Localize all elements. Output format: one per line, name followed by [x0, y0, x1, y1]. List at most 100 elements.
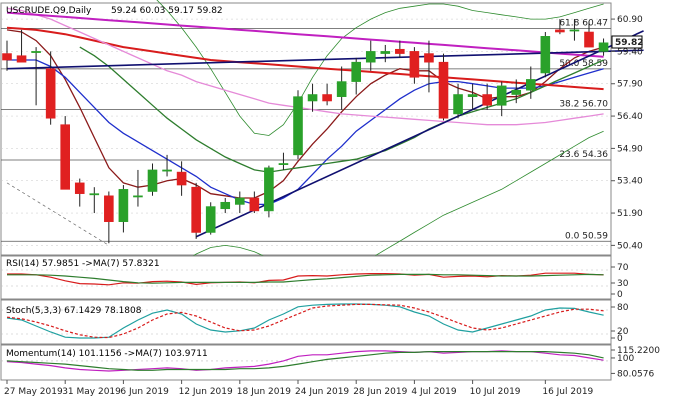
bearish-candle-body — [74, 182, 85, 194]
bearish-candle-body — [249, 197, 260, 212]
fib-level-label: 61.8 60.47 — [559, 18, 608, 28]
bullish-candle-body — [133, 195, 143, 198]
fib-level-label: 0.0 50.59 — [565, 231, 608, 241]
bullish-candle-body — [205, 206, 216, 233]
bullish-candle-body — [235, 197, 245, 205]
last-price-marker: 59.82 — [611, 35, 643, 49]
indicator-tick-label: 80 — [617, 303, 629, 313]
indicator-tick-label: 0 — [617, 334, 623, 344]
rsi-pane-frame — [0, 255, 612, 300]
price-axis: 60.90 59.40 57.90 56.40 54.90 53.40 51.90 50.40 — [611, 15, 643, 251]
momentum-pane: Momentum(14) 101.1156 ->MA(7) 103.9711 — [0, 344, 612, 381]
date-axis: 27 May 2019 31 May 2019 6 Jun 2019 12 Jun 2… — [4, 380, 594, 397]
candles — [2, 19, 609, 244]
indicator-tick-label: 70 — [617, 263, 629, 273]
bearish-candle-body — [409, 51, 420, 78]
indicator-tick-label: 80.0576 — [617, 369, 654, 379]
bullish-candle-body — [220, 201, 231, 210]
bullish-candle-body — [453, 94, 463, 115]
bullish-candle-body — [365, 51, 376, 63]
date-tick-label: 18 Jun 2019 — [237, 387, 291, 397]
dashed-guide-line — [6, 182, 110, 246]
stoch-lines — [1, 303, 611, 339]
date-tick-label: 6 Jun 2019 — [120, 387, 169, 397]
indicator-tick-label: 100 — [617, 354, 634, 364]
bullish-candle-body — [31, 51, 41, 53]
bearish-candle-body — [482, 94, 492, 106]
fibonacci-levels: 61.8 60.47 50.0 58.59 38.2 56.70 23.6 54.36… — [1, 18, 611, 242]
date-tick-label: 27 May 2019 — [4, 387, 63, 397]
date-tick-label: 16 Jul 2019 — [542, 387, 593, 397]
indicator-line — [6, 351, 604, 371]
date-tick-label: 10 Jul 2019 — [470, 387, 521, 397]
indicator-line — [6, 303, 604, 339]
trend-line — [6, 49, 644, 70]
momentum-title: Momentum(14) 101.1156 ->MA(7) 103.9711 — [6, 349, 208, 359]
stoch-axis: 80 200 — [611, 303, 629, 344]
main-pane: 61.8 60.47 50.0 58.59 38.2 56.70 23.6 54.36… — [0, 0, 644, 281]
bearish-candle-body — [322, 94, 332, 102]
rsi-title: RSI(14) 57.9851 ->MA(7) 57.8321 — [6, 259, 160, 269]
bearish-candle-body — [191, 186, 201, 233]
bearish-candle-body — [555, 29, 565, 33]
bearish-candle-body — [45, 68, 56, 119]
bullish-candle-body — [540, 36, 551, 74]
bullish-candle-body — [351, 61, 362, 82]
price-tick-label: 51.90 — [617, 209, 643, 219]
date-tick-label: 4 Jul 2019 — [411, 387, 456, 397]
price-tick-label: 56.40 — [617, 112, 643, 122]
bullish-candle-body — [336, 81, 347, 97]
indicator-tick-label: 20 — [617, 327, 629, 337]
bearish-candle-body — [584, 31, 594, 48]
price-tick-label: 57.90 — [617, 80, 643, 90]
fib-level-label: 38.2 56.70 — [559, 100, 608, 110]
date-tick-label: 31 May 2019 — [62, 387, 121, 397]
rsi-axis: 70 300 — [611, 263, 629, 300]
bullish-candle-body — [598, 42, 609, 52]
indicator-tick-label: 115.2200 — [617, 346, 660, 356]
bullish-candle-body — [264, 167, 274, 212]
bullish-candle-body — [293, 96, 303, 156]
moving-average-line — [6, 11, 604, 58]
fib-level-label: 50.0 58.59 — [559, 59, 608, 69]
bullish-candle-body — [89, 193, 100, 196]
date-tick-label: 12 Jun 2019 — [179, 387, 233, 397]
bullish-candle-body — [278, 163, 289, 165]
stoch-title: Stoch(5,3,3) 67.1429 78.1808 — [6, 306, 142, 316]
bullish-candle-body — [569, 29, 580, 32]
date-tick-label: 24 Jun 2019 — [295, 387, 349, 397]
bullish-candle-body — [307, 94, 318, 102]
stoch-pane: Stoch(5,3,3) 67.1429 78.1808 — [0, 299, 612, 345]
bullish-candle-body — [147, 169, 158, 192]
bearish-candle-body — [104, 195, 114, 222]
price-tick-label: 53.40 — [617, 177, 643, 187]
indicator-tick-label: 30 — [617, 279, 629, 289]
fib-level-label: 23.6 54.36 — [559, 150, 608, 160]
bearish-candle-body — [176, 171, 187, 186]
indicator-line — [7, 273, 604, 284]
bullish-candle-body — [467, 94, 478, 97]
bearish-candle-body — [395, 48, 405, 54]
chart-title: USCRUDE.Q9,Daily — [6, 6, 92, 16]
rsi-lines — [1, 269, 611, 287]
bullish-candle-body — [162, 169, 172, 172]
bullish-candle-body — [496, 85, 507, 106]
bearish-candle-body — [16, 55, 27, 63]
bearish-candle-body — [2, 53, 12, 61]
bollinger-bands — [152, 0, 604, 281]
bullish-candle-body — [118, 189, 129, 222]
ohlc-readout: 59.24 60.03 59.17 59.82 — [111, 6, 223, 16]
bullish-candle-body — [380, 51, 391, 54]
indicator-tick-label: 0 — [617, 290, 623, 300]
price-tick-label: 54.90 — [617, 144, 643, 154]
price-tick-label: 50.40 — [617, 241, 643, 251]
price-tick-label: 59.40 — [617, 47, 643, 57]
bearish-candle-body — [60, 124, 71, 190]
bearish-candle-body — [438, 61, 449, 119]
rsi-pane: RSI(14) 57.9851 ->MA(7) 57.8321 — [0, 255, 612, 300]
date-tick-label: 28 Jun 2019 — [353, 387, 407, 397]
bullish-candle-body — [525, 79, 536, 91]
price-tick-label: 60.90 — [617, 15, 643, 25]
